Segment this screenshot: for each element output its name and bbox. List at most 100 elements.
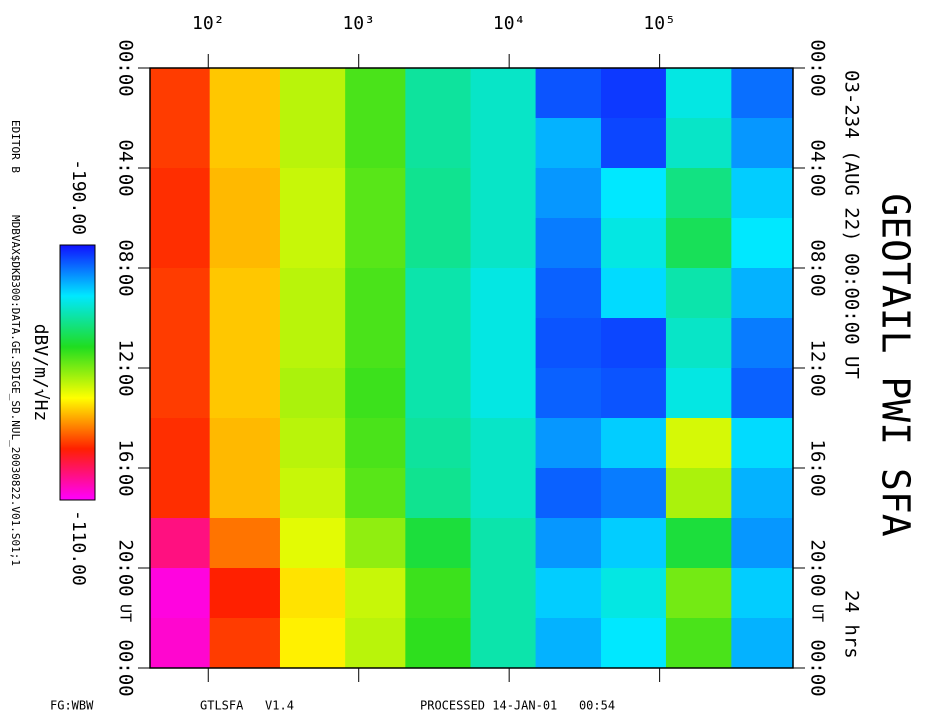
spectrogram-cell [731,418,793,469]
spectrogram-cell [731,468,793,519]
spectrogram-cell [470,518,537,569]
spectrogram-cell [665,268,732,319]
spectrogram-cell [535,68,602,119]
spectrogram-cell [470,618,537,669]
time-tick-label: 00:00 [807,639,829,696]
spectrogram-cell [209,368,281,419]
spectrogram-cell [345,268,406,319]
spectrogram-cell [470,318,537,369]
spectrogram-cell [345,418,406,469]
footer-text: PROCESSED 14-JAN-01 00:54 [420,699,615,713]
colorbar-tick-label: -110.00 [68,510,89,586]
time-tick-label: 00:00 [807,39,829,96]
spectrogram-cell [731,118,793,169]
spectrogram-cell [149,68,211,119]
spectrogram-cell [345,368,406,419]
spectrogram-cell [470,218,537,269]
spectrogram-cell [405,218,472,269]
spectrogram-cell [601,518,667,569]
spectrogram-cell [731,518,793,569]
spectrogram-cell [279,368,346,419]
time-tick-label: 04:00 [115,139,137,196]
spectrogram-cell [731,568,793,619]
spectrogram-cell [470,268,537,319]
time-tick-label: 20:00 [115,539,137,596]
duration: 24 hrs [841,590,863,659]
spectrogram-cell [601,68,667,119]
spectrogram-cell [535,568,602,619]
time-tick-label: 16:00 [807,439,829,496]
spectrogram-cell [665,418,732,469]
spectrogram-cell [209,518,281,569]
freq-tick-label: 10³ [342,13,375,34]
spectrogram-cell [731,318,793,369]
spectrogram-cell [405,518,472,569]
time-tick-label: 00:00 [115,39,137,96]
colorbar [59,244,96,501]
spectrogram-cell [149,318,211,369]
spectrogram-cell [470,368,537,419]
spectrogram-cell [535,368,602,419]
footer-text: GTLSFA V1.4 [200,699,294,713]
freq-tick-label: 10⁴ [493,13,526,34]
spectrogram-cell [405,168,472,219]
freq-tick-label: 10⁵ [643,13,676,34]
spectrogram-cell [209,468,281,519]
spectrogram-cell [665,118,732,169]
colorbar-label: dBV/m/√Hz [30,324,51,422]
spectrogram-cell [601,118,667,169]
spectrogram-cell [279,318,346,369]
time-tick-label: 16:00 [115,439,137,496]
spectrogram-cell [279,568,346,619]
spectrogram-cell [535,418,602,469]
spectrogram-cell [470,418,537,469]
spectrogram-cell [405,268,472,319]
time-tick-label: 08:00 [115,239,137,296]
time-tick-label: 12:00 [807,339,829,396]
spectrogram-cell [470,68,537,119]
spectrogram-cell [405,68,472,119]
spectrogram-cell [665,468,732,519]
spectrogram-cell [601,418,667,469]
time-tick-label: 00:00 [115,639,137,696]
spectrogram-cell [470,168,537,219]
footer-text: FG:WBW [50,699,94,713]
spectrogram-cell [149,168,211,219]
spectrogram-cell [345,68,406,119]
spectrogram-cell [731,268,793,319]
spectrogram-cell [601,218,667,269]
spectrogram-cell [279,118,346,169]
spectrogram-cell [345,318,406,369]
spectrogram-cell [470,568,537,619]
spectrogram-cell [149,418,211,469]
spectrogram-cell [405,468,472,519]
spectrogram-cell [601,268,667,319]
spectrogram-cell [731,68,793,119]
spectrogram-cell [405,568,472,619]
spectrogram-cell [279,468,346,519]
spectrogram-cell [345,568,406,619]
spectrogram-cell [149,268,211,319]
spectrogram-cell [601,568,667,619]
spectrogram-cell [279,618,346,669]
freq-tick-label: 10² [192,13,225,34]
time-unit-label: UT [117,604,135,622]
spectrogram-cell [405,118,472,169]
time-tick-label: 20:00 [807,539,829,596]
spectrogram-cell [535,468,602,519]
spectrogram-cell [279,518,346,569]
spectrogram-cell [149,518,211,569]
spectrogram-cell [209,568,281,619]
spectrogram-cell [149,618,211,669]
colorbar-tick-label: -190.00 [68,159,89,235]
spectrogram-cell [279,418,346,469]
spectrogram-cell [279,68,346,119]
spectrogram-cell [601,318,667,369]
spectrogram-cell [149,368,211,419]
spectrogram-cell [345,218,406,269]
spectrogram-cell [149,568,211,619]
rotated-frame: 00:00 00:00 04:00 04:00 08:00 08:00 12:00 12:00… [9,39,918,696]
spectrogram-cell [345,468,406,519]
spectrogram-cell [345,168,406,219]
